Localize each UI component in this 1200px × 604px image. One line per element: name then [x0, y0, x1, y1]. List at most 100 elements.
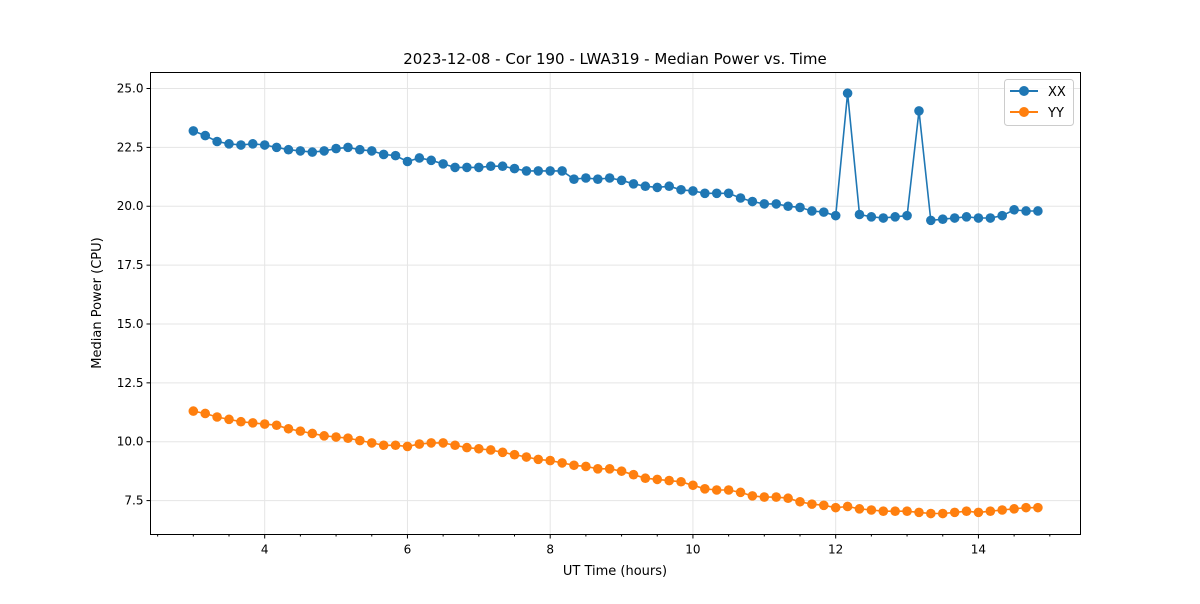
data-point-yy	[569, 460, 579, 471]
y-tick-label: 25.0	[117, 82, 144, 96]
data-point-yy	[830, 502, 841, 513]
data-point-xx	[747, 196, 758, 207]
data-point-yy	[378, 440, 389, 451]
data-point-xx	[830, 210, 841, 221]
data-point-yy	[366, 438, 377, 448]
data-point-yy	[914, 507, 924, 518]
data-point-yy	[450, 440, 460, 451]
data-point-yy	[390, 440, 401, 451]
data-point-xx	[378, 149, 389, 160]
data-point-xx	[949, 213, 960, 223]
data-point-xx	[521, 166, 532, 176]
legend: XX YY	[1004, 79, 1074, 126]
grid	[150, 72, 1081, 535]
data-point-xx	[557, 166, 567, 176]
data-point-yy	[247, 418, 258, 428]
data-point-yy	[1009, 504, 1019, 514]
data-point-xx	[783, 201, 793, 212]
y-tick-label: 20.0	[117, 199, 144, 213]
data-point-yy	[485, 445, 496, 455]
data-point-xx	[236, 140, 246, 150]
data-point-yy	[497, 447, 508, 458]
data-point-xx	[247, 139, 258, 149]
x-tick-label: 6	[404, 543, 412, 557]
data-point-yy	[271, 420, 282, 431]
data-point-yy	[438, 438, 448, 448]
data-point-xx	[462, 162, 472, 173]
data-point-xx	[402, 156, 413, 167]
legend-marker-yy	[1019, 107, 1029, 117]
data-point-xx	[533, 166, 544, 176]
data-point-yy	[319, 431, 329, 441]
data-point-yy	[236, 416, 246, 427]
plot-frame	[150, 72, 1081, 535]
data-point-yy	[890, 506, 900, 516]
data-point-xx	[569, 174, 579, 184]
data-point-yy	[807, 499, 817, 509]
data-point-yy	[331, 432, 341, 442]
data-point-yy	[759, 492, 770, 502]
data-point-yy	[188, 406, 199, 416]
data-point-yy	[854, 504, 865, 514]
legend-marker-xx	[1019, 86, 1029, 96]
data-point-yy	[878, 506, 889, 516]
data-point-yy	[723, 485, 734, 495]
data-point-yy	[735, 487, 746, 498]
data-point-yy	[295, 426, 306, 436]
data-point-xx	[818, 207, 829, 217]
data-point-yy	[283, 423, 294, 434]
data-point-yy	[997, 505, 1008, 515]
data-point-yy	[616, 466, 627, 476]
data-point-xx	[985, 213, 996, 223]
data-point-xx	[652, 182, 663, 193]
data-point-yy	[973, 507, 984, 518]
data-point-xx	[438, 159, 448, 169]
y-axis-label: Median Power (CPU)	[90, 237, 105, 368]
data-point-xx	[343, 142, 353, 153]
data-point-yy	[426, 438, 437, 448]
data-point-yy	[640, 473, 651, 484]
data-point-yy	[592, 464, 603, 474]
data-point-xx	[188, 126, 199, 136]
data-point-yy	[795, 496, 805, 507]
data-point-yy	[355, 435, 365, 446]
data-point-yy	[771, 492, 782, 502]
data-point-xx	[700, 188, 710, 199]
data-point-yy	[343, 433, 353, 443]
data-point-yy	[700, 484, 710, 494]
data-point-xx	[450, 162, 460, 173]
y-tick-label: 12.5	[117, 376, 144, 390]
data-point-xx	[997, 210, 1008, 221]
data-point-xx	[259, 140, 270, 150]
data-point-yy	[307, 428, 318, 439]
data-point-yy	[402, 441, 413, 452]
data-point-xx	[390, 150, 401, 161]
data-point-yy	[652, 474, 663, 485]
data-point-yy	[711, 485, 722, 495]
data-point-xx	[914, 106, 924, 116]
y-tick-label: 7.5	[124, 494, 143, 508]
data-point-xx	[771, 199, 782, 209]
data-point-yy	[783, 493, 793, 504]
data-point-xx	[592, 174, 603, 184]
chart-title: 2023-12-08 - Cor 190 - LWA319 - Median P…	[403, 50, 827, 68]
data-point-yy	[1033, 502, 1043, 513]
data-point-yy	[1021, 502, 1031, 513]
data-point-xx	[224, 139, 234, 149]
data-point-yy	[628, 469, 639, 480]
data-point-xx	[355, 144, 365, 155]
data-point-yy	[462, 442, 472, 453]
x-tick-label: 14	[971, 543, 986, 557]
data-point-yy	[200, 408, 211, 419]
data-point-yy	[521, 452, 532, 462]
data-point-xx	[676, 184, 686, 195]
data-point-xx	[1033, 206, 1043, 216]
data-point-xx	[545, 166, 555, 176]
ticks: 4 6 8 10 12 14 7.5 10.0 12.5 15.0 17.5 20.0 22.5 25.0	[117, 82, 1051, 557]
data-point-yy	[866, 505, 877, 515]
data-point-yy	[212, 412, 222, 422]
data-point-xx	[664, 181, 674, 192]
data-point-xx	[902, 210, 912, 221]
data-point-xx	[497, 161, 508, 172]
